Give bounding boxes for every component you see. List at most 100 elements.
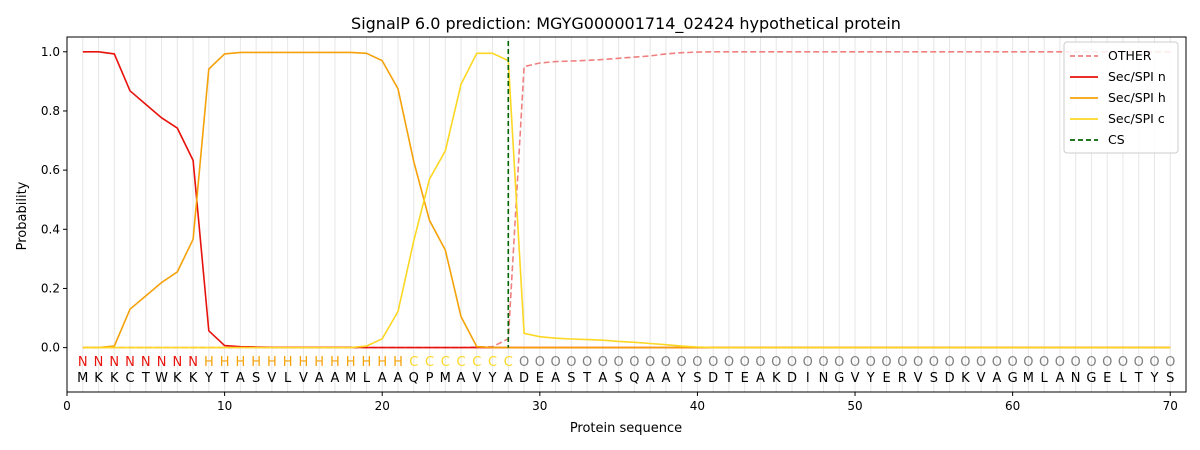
x-tick-label: 20 <box>375 399 390 413</box>
residue-label: Q <box>409 371 419 386</box>
region-label: O <box>1102 355 1112 370</box>
region-label: O <box>992 355 1002 370</box>
residue-label: Y <box>204 371 213 386</box>
residue-label: M <box>77 371 88 386</box>
region-label: O <box>834 355 844 370</box>
region-label: O <box>1055 355 1065 370</box>
region-label: N <box>125 355 135 370</box>
region-label: C <box>441 355 450 370</box>
region-label: C <box>488 355 497 370</box>
region-label: O <box>1008 355 1018 370</box>
region-label: O <box>755 355 765 370</box>
region-label: O <box>1023 355 1033 370</box>
region-label: O <box>550 355 560 370</box>
region-label: H <box>346 355 356 370</box>
region-label: C <box>456 355 465 370</box>
residue-label: W <box>155 371 168 386</box>
residue-label: A <box>598 371 607 386</box>
residue-label: A <box>551 371 560 386</box>
region-label: N <box>109 355 119 370</box>
region-label: N <box>141 355 151 370</box>
region-label: C <box>425 355 434 370</box>
residue-label: K <box>189 371 198 386</box>
residue-label: K <box>94 371 103 386</box>
residue-label: M <box>345 371 356 386</box>
series-layer <box>82 41 1171 349</box>
legend-label: Sec/SPI h <box>1108 90 1166 105</box>
residue-label: G <box>1086 371 1096 386</box>
x-tick-label: 30 <box>532 399 547 413</box>
region-label: H <box>314 355 324 370</box>
region-label: H <box>362 355 372 370</box>
region-label: O <box>866 355 876 370</box>
region-label: O <box>960 355 970 370</box>
region-label: C <box>472 355 481 370</box>
residue-label: A <box>315 371 324 386</box>
residue-label: Y <box>1150 371 1159 386</box>
residue-label: D <box>519 371 529 386</box>
region-label: O <box>598 355 608 370</box>
legend: OTHER Sec/SPI n Sec/SPI h Sec/SPI c CS <box>1063 41 1179 154</box>
residue-label: A <box>236 371 245 386</box>
residue-label: K <box>772 371 781 386</box>
residue-label: M <box>440 371 451 386</box>
x-tick-label: 60 <box>1005 399 1020 413</box>
residue-label: V <box>267 371 276 386</box>
y-axis-label: Probability <box>15 181 30 250</box>
plot-frame <box>66 36 1187 393</box>
region-label: O <box>661 355 671 370</box>
residue-label: Y <box>677 371 686 386</box>
residue-label: A <box>394 371 403 386</box>
residue-label: E <box>741 371 749 386</box>
region-label: O <box>645 355 655 370</box>
region-label: H <box>393 355 403 370</box>
region-label: O <box>944 355 954 370</box>
region-label: O <box>787 355 797 370</box>
region-label: N <box>172 355 182 370</box>
residue-label: S <box>693 371 701 386</box>
y-axis: 0.0 0.2 0.4 0.6 0.8 1.0 <box>41 45 67 355</box>
residue-label: L <box>284 371 292 386</box>
legend-label: OTHER <box>1108 48 1152 63</box>
residue-label: G <box>834 371 844 386</box>
residue-label: V <box>851 371 860 386</box>
region-label: O <box>566 355 576 370</box>
y-tick-label: 0.0 <box>41 341 60 355</box>
region-label: H <box>204 355 214 370</box>
residue-label: E <box>1103 371 1111 386</box>
residue-label: S <box>252 371 260 386</box>
x-tick-label: 50 <box>847 399 862 413</box>
residue-label: A <box>1055 371 1064 386</box>
series-line-other <box>82 50 1171 349</box>
y-tick-label: 0.2 <box>41 281 60 295</box>
x-tick-label: 40 <box>690 399 705 413</box>
legend-label: CS <box>1108 132 1125 147</box>
residue-label: S <box>614 371 622 386</box>
residue-label: R <box>898 371 907 386</box>
region-label: H <box>330 355 340 370</box>
region-label: O <box>1086 355 1096 370</box>
residue-label: E <box>536 371 544 386</box>
region-label: O <box>614 355 624 370</box>
region-label: O <box>818 355 828 370</box>
residue-label: A <box>992 371 1001 386</box>
residue-label: L <box>1119 371 1127 386</box>
region-label: O <box>1149 355 1159 370</box>
series-line-sec-spi-n <box>82 50 1171 349</box>
region-label: O <box>803 355 813 370</box>
residue-label: L <box>1041 371 1049 386</box>
residue-label: L <box>363 371 371 386</box>
chart-title: SignalP 6.0 prediction: MGYG000001714_02… <box>351 14 901 34</box>
residue-label: S <box>930 371 938 386</box>
region-label: O <box>976 355 986 370</box>
x-tick-label: 10 <box>217 399 232 413</box>
x-axis-label: Protein sequence <box>570 421 682 436</box>
region-label: O <box>519 355 529 370</box>
residue-label: T <box>724 371 733 386</box>
region-label: O <box>881 355 891 370</box>
residue-label: A <box>756 371 765 386</box>
residue-label: T <box>141 371 150 386</box>
region-label: H <box>267 355 277 370</box>
residue-label: I <box>806 371 810 386</box>
